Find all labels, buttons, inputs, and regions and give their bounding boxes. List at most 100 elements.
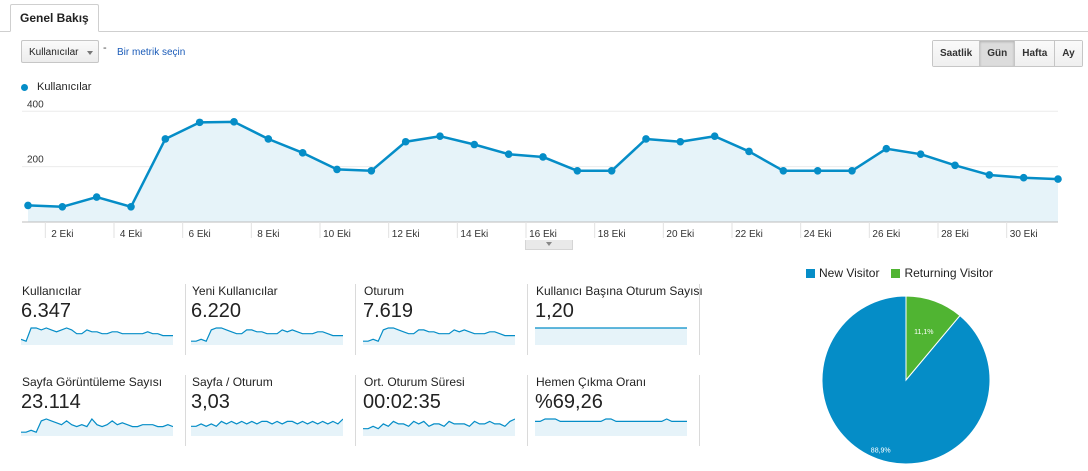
period-month-button[interactable]: Ay <box>1054 41 1082 66</box>
sparkline-fill <box>363 328 515 345</box>
data-point <box>676 137 685 146</box>
x-tick-label: 6 Eki <box>189 229 211 240</box>
legend-dot <box>21 83 28 91</box>
data-point <box>367 167 376 175</box>
legend-swatch-returning <box>891 268 901 278</box>
data-point <box>916 150 925 158</box>
pie-slice-returning-visitor <box>905 295 961 382</box>
x-tick-label: 12 Eki <box>392 229 420 240</box>
pick-metric-link[interactable]: Bir metrik seçin <box>117 47 186 58</box>
data-point <box>264 135 273 143</box>
data-point <box>127 202 135 211</box>
metric-label: Kullanıcı Başına Oturum Sayısı <box>536 284 703 298</box>
chart-collapse-toggle[interactable] <box>525 240 573 250</box>
period-week-button[interactable]: Hafta <box>1014 41 1055 66</box>
data-point <box>92 193 101 201</box>
sparkline-fill <box>363 419 515 436</box>
data-point <box>1054 175 1062 183</box>
x-tick-label: 2 Eki <box>51 229 73 240</box>
metric-card[interactable]: Kullanıcılar 6.347 <box>21 284 186 355</box>
x-tick-label: 22 Eki <box>735 229 763 240</box>
metric-select-value: Kullanıcılar <box>29 47 79 58</box>
users-line-chart: 200 400 2 Eki 4 Eki 6 Eki 8 Eki 10 Eki 12 Eki 14… <box>22 99 1062 240</box>
metric-label: Kullanıcılar <box>22 284 82 298</box>
pie-slice-label: 88,9% <box>871 447 891 454</box>
metric-card[interactable]: Yeni Kullanıcılar 6.220 <box>191 284 356 355</box>
metric-card[interactable]: Hemen Çıkma Oranı %69,26 <box>535 375 700 446</box>
metric-value: %69,26 <box>535 391 603 413</box>
x-tick-label: 18 Eki <box>598 229 626 240</box>
metric-label: Sayfa / Oturum <box>192 375 273 389</box>
sparkline <box>191 327 343 345</box>
sparkline <box>363 418 515 436</box>
sparkline <box>535 418 687 436</box>
sparkline-fill <box>535 328 687 345</box>
sparkline <box>363 327 515 345</box>
data-point <box>333 165 341 174</box>
metric-label: Oturum <box>364 284 405 298</box>
pie-legend-returning: Returning Visitor <box>891 266 993 280</box>
data-point <box>642 135 650 143</box>
sparkline-fill <box>21 328 173 345</box>
sparkline-line <box>535 418 687 423</box>
pie-legend-returning-label: Returning Visitor <box>904 266 993 280</box>
metric-value: 1,20 <box>535 300 574 322</box>
data-point <box>539 153 547 161</box>
data-point <box>745 147 753 156</box>
period-day-button[interactable]: Gün <box>979 41 1015 66</box>
sparkline <box>21 327 173 345</box>
metric-card[interactable]: Kullanıcı Başına Oturum Sayısı 1,20 <box>535 284 703 355</box>
metric-card[interactable]: Oturum 7.619 <box>363 284 528 355</box>
data-point <box>504 150 513 158</box>
metric-card[interactable]: Ort. Oturum Süresi 00:02:35 <box>363 375 528 446</box>
data-point <box>573 167 582 175</box>
tab-overview[interactable]: Genel Bakış <box>10 4 99 32</box>
metric-value: 00:02:35 <box>363 391 441 413</box>
pie-legend: New Visitor Returning Visitor <box>806 266 1005 280</box>
data-point <box>470 140 479 149</box>
data-point <box>401 137 410 146</box>
data-point <box>195 118 204 127</box>
sparkline-line <box>363 327 515 342</box>
pie-legend-new: New Visitor <box>806 266 879 280</box>
data-point <box>710 132 719 141</box>
sparkline-fill <box>21 419 173 436</box>
metric-select[interactable]: Kullanıcılar <box>21 40 99 63</box>
y-tick-label: 400 <box>27 99 44 110</box>
x-tick-label: 10 Eki <box>323 229 351 240</box>
x-tick-label: 16 Eki <box>529 229 557 240</box>
metric-value: 23.114 <box>21 391 81 413</box>
sparkline-line <box>21 327 173 342</box>
sparkline-line <box>191 327 343 342</box>
x-tick-label: 4 Eki <box>120 229 142 240</box>
metric-card[interactable]: Sayfa / Oturum 3,03 <box>191 375 356 446</box>
data-point <box>951 161 959 170</box>
metric-value: 7.619 <box>363 300 414 322</box>
data-point <box>24 201 32 210</box>
sparkline-line <box>363 418 515 430</box>
metric-label: Sayfa Görüntüleme Sayısı <box>22 375 163 389</box>
chevron-down-icon <box>87 51 93 55</box>
separator: - <box>103 42 107 54</box>
sparkline-fill <box>191 328 343 345</box>
x-tick-label: 30 Eki <box>1010 229 1038 240</box>
data-point <box>298 149 307 157</box>
sparkline <box>535 327 687 345</box>
x-tick-label: 28 Eki <box>941 229 969 240</box>
metric-card[interactable]: Sayfa Görüntüleme Sayısı 23.114 <box>21 375 186 446</box>
data-point <box>58 202 67 211</box>
sparkline-line <box>191 418 343 428</box>
x-tick-label: 26 Eki <box>872 229 900 240</box>
visitor-pie-chart: 88,9% 11,1% <box>821 295 991 465</box>
metric-value: 6.347 <box>21 300 72 322</box>
data-point <box>436 132 444 141</box>
y-tick-label: 200 <box>27 155 44 166</box>
sparkline-line <box>21 418 173 433</box>
metric-label: Yeni Kullanıcılar <box>192 284 278 298</box>
metric-label: Hemen Çıkma Oranı <box>536 375 647 389</box>
x-tick-label: 24 Eki <box>804 229 832 240</box>
chart-legend: Kullanıcılar <box>21 81 91 93</box>
x-tick-label: 14 Eki <box>460 229 488 240</box>
period-hourly-button[interactable]: Saatlik <box>933 41 980 66</box>
tab-bar: Genel Bakış <box>0 0 1088 32</box>
